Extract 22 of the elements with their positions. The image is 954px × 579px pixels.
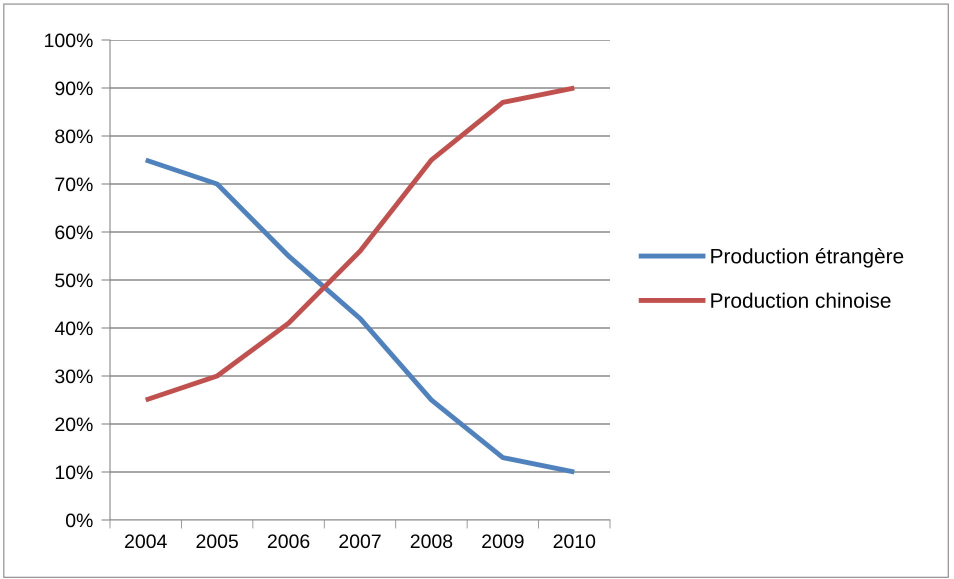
y-tick-label: 70% [55,177,93,192]
y-tick-label: 20% [55,417,93,432]
y-tick-label: 60% [55,225,93,240]
x-tick-label: 2010 [554,534,596,548]
y-tick-label: 80% [55,129,93,144]
x-tick-label: 2005 [196,534,238,548]
y-tick-label: 0% [66,513,93,528]
line-series [143,158,577,474]
x-tick-label: 2008 [410,534,452,548]
legend-label: Production étrangère [711,248,904,268]
y-tick-label: 100% [45,33,93,48]
y-tick-label: 50% [55,273,93,288]
x-tick-label: 2004 [125,534,167,548]
x-tick-label: 2007 [339,534,381,548]
x-tick-label: 2006 [268,534,310,548]
y-tick-label: 30% [55,369,93,384]
line-series [143,86,577,402]
y-tick-label: 40% [54,321,93,336]
y-tick-label: 10% [56,465,93,480]
legend-label: Production chinoise [711,292,890,308]
x-tick-label: 2009 [482,534,524,548]
y-tick-label: 90% [55,81,93,96]
